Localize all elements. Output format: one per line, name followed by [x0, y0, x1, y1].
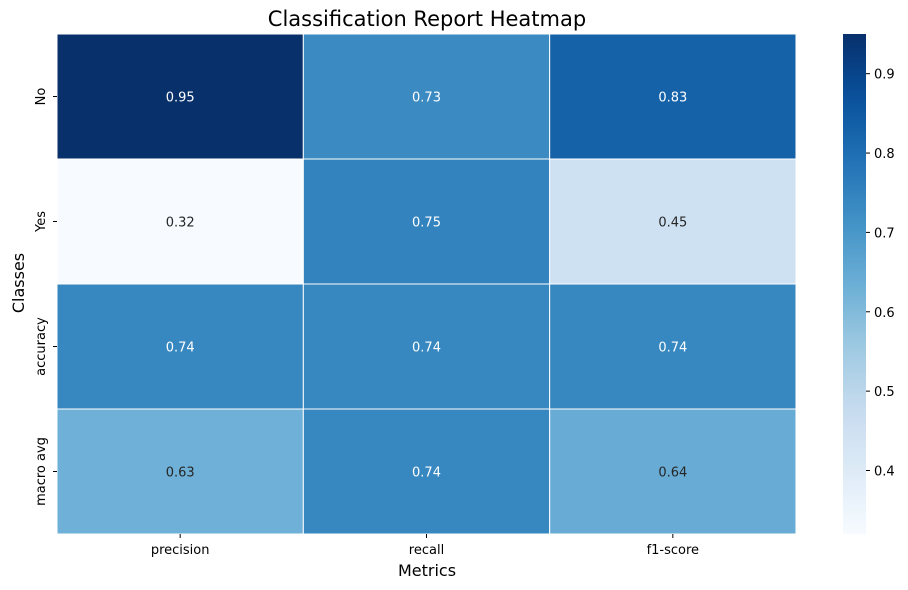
cell-value-label: 0.74 — [658, 341, 687, 356]
y-axis-ticks: No Yes accuracy macro avg — [34, 88, 57, 506]
colorbar-tick-label: 0.7 — [874, 226, 895, 241]
y-tick-label: macro avg — [34, 437, 49, 506]
colorbar-tick-label: 0.5 — [874, 385, 895, 400]
heatmap-cells: 0.95 0.73 0.83 0.32 0.75 0.45 0.74 0.74 0.74 0.63… — [56, 33, 797, 535]
cell-value-label: 0.64 — [658, 466, 687, 481]
cell-value-label: 0.75 — [412, 216, 441, 231]
cell-value-label: 0.45 — [658, 216, 687, 231]
heatmap-cell — [549, 408, 797, 535]
colorbar-tick-label: 0.6 — [874, 306, 895, 321]
heatmap-cell — [302, 283, 551, 410]
chart-title: Classification Report Heatmap — [268, 7, 586, 31]
x-axis-label: Metrics — [398, 561, 456, 580]
cell-value-label: 0.95 — [166, 91, 195, 106]
colorbar-tick-label: 0.4 — [874, 465, 895, 480]
y-axis-label: Classes — [9, 253, 28, 313]
colorbar-tick-label: 0.8 — [874, 147, 895, 162]
colorbar-ticks: 0.4 0.5 0.6 0.7 0.8 0.9 — [866, 68, 895, 480]
y-tick-label: accuracy — [34, 317, 49, 376]
cell-value-label: 0.63 — [166, 466, 195, 481]
heatmap-cell — [549, 33, 797, 160]
x-tick-label: precision — [151, 543, 210, 558]
x-axis-ticks: precision recall f1-score — [151, 534, 699, 558]
heatmap-cell — [56, 33, 304, 160]
cell-value-label: 0.74 — [412, 341, 441, 356]
heatmap-cell — [56, 283, 304, 410]
heatmap-cell — [56, 408, 304, 535]
heatmap-cell — [56, 158, 304, 285]
heatmap-cell — [302, 158, 551, 285]
cell-value-label: 0.32 — [166, 216, 195, 231]
colorbar — [843, 34, 866, 534]
heatmap-cell — [302, 33, 551, 160]
heatmap-cell — [549, 158, 797, 285]
colorbar-tick-label: 0.9 — [874, 68, 895, 83]
cell-value-label: 0.74 — [166, 341, 195, 356]
cell-value-label: 0.73 — [412, 91, 441, 106]
x-tick-label: recall — [409, 543, 444, 558]
x-tick-label: f1-score — [647, 543, 699, 558]
cell-value-label: 0.83 — [658, 91, 687, 106]
cell-value-label: 0.74 — [412, 466, 441, 481]
y-tick-label: Yes — [34, 211, 49, 233]
y-tick-label: No — [34, 88, 49, 106]
